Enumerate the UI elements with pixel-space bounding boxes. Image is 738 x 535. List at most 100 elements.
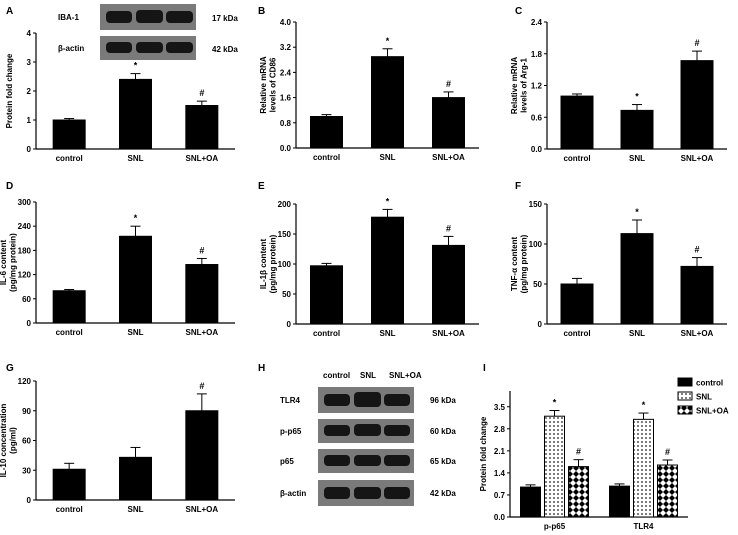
- blot-a-label-iba1: IBA-1: [58, 13, 79, 22]
- y-tick-label: 60: [22, 295, 31, 304]
- y-tick-label: 0: [287, 320, 292, 329]
- y-tick-label: 0: [27, 145, 32, 154]
- y-tick-label: 100: [278, 260, 292, 269]
- x-tick-label: SNL+OA: [681, 154, 714, 163]
- bar: [119, 235, 152, 324]
- y-axis-label: Protein fold change: [479, 416, 488, 491]
- y-tick-label: 2.4: [531, 18, 543, 27]
- significance-mark: *: [134, 213, 138, 223]
- x-tick-label: SNL+OA: [432, 153, 465, 162]
- x-tick-label: control: [563, 329, 590, 338]
- blot-band: [384, 425, 410, 436]
- blot-band: [384, 394, 410, 406]
- y-tick-label: 120: [18, 377, 32, 386]
- y-tick-label: 0.0: [494, 513, 506, 522]
- y-axis-label: Protein fold change: [5, 53, 14, 128]
- x-tick-label: SNL+OA: [185, 154, 218, 163]
- x-tick-label: p-p65: [544, 522, 566, 531]
- bar: [620, 233, 654, 325]
- y-axis-label: IL-10 concentration(pg/ml): [0, 403, 17, 477]
- y-tick-label: 0.0: [531, 145, 543, 154]
- bar: [680, 265, 714, 325]
- y-axis-label: IL-6 content(pg/mg protein): [0, 233, 17, 292]
- x-tick-label: control: [56, 328, 83, 337]
- legend-label: SNL+OA: [696, 407, 729, 416]
- bar: [310, 265, 343, 325]
- y-axis-label: IL-1β content(pg/mg protein): [259, 234, 277, 293]
- bar: [52, 119, 86, 150]
- legend-swatch: [677, 391, 693, 401]
- significance-mark: #: [576, 447, 581, 457]
- panel-letter-g: G: [6, 363, 14, 374]
- blot-h-label-actin: β-actin: [280, 489, 306, 498]
- blot-h-kda-pp65: 60 kDa: [430, 427, 456, 436]
- x-tick-label: control: [313, 329, 340, 338]
- significance-mark: *: [386, 36, 390, 46]
- bar: [52, 290, 86, 324]
- blot-band: [106, 11, 132, 23]
- bar: [657, 464, 678, 518]
- blot-band: [354, 455, 381, 466]
- significance-mark: *: [553, 398, 557, 408]
- y-tick-label: 1.4: [494, 469, 506, 478]
- bar: [609, 485, 630, 518]
- y-tick-label: 180: [18, 246, 32, 255]
- bar: [185, 264, 219, 324]
- chart-panel-g: 0 30 60 90 120 IL-10 concentration(pg/ml) cont…: [0, 377, 235, 514]
- blot-h-lane-snl-oa: SNL+OA: [389, 371, 422, 380]
- y-tick-label: 4: [27, 29, 32, 38]
- panel-letters: A B C D E F G H I: [6, 6, 522, 374]
- bar: [560, 95, 594, 150]
- significance-mark: *: [642, 400, 646, 410]
- significance-mark: #: [199, 245, 204, 255]
- x-tick-label: SNL+OA: [185, 505, 218, 514]
- legend-label: SNL: [696, 393, 712, 402]
- y-axis-label: TNF-α content(pg/mg protein): [510, 234, 528, 293]
- bar: [560, 283, 594, 325]
- y-tick-label: 1.6: [280, 94, 292, 103]
- x-tick-label: SNL: [629, 329, 645, 338]
- chart-panel-f: 0 50 100 150 TNF-α content(pg/mg protein) con…: [510, 200, 727, 338]
- x-tick-label: SNL+OA: [185, 328, 218, 337]
- significance-mark: #: [694, 245, 699, 255]
- y-tick-label: 50: [533, 280, 542, 289]
- y-tick-label: 200: [278, 200, 292, 209]
- bar: [568, 466, 589, 518]
- x-tick-label: SNL: [128, 328, 144, 337]
- bar: [371, 56, 404, 149]
- bar: [520, 486, 541, 518]
- y-tick-label: 90: [22, 407, 31, 416]
- blot-band: [384, 487, 410, 499]
- y-tick-label: 50: [282, 290, 291, 299]
- blot-h-kda-p65: 65 kDa: [430, 457, 456, 466]
- significance-mark: #: [694, 38, 699, 48]
- chart-panel-a: 0 1 2 3 4 Protein fold change control * SNL # SNL+…: [5, 29, 235, 163]
- charts-layer: 0 1 2 3 4 Protein fold change control * SNL # SNL+…: [0, 18, 729, 531]
- significance-mark: *: [635, 207, 639, 217]
- blot-h-label-tlr4: TLR4: [280, 396, 301, 405]
- y-tick-label: 1.8: [531, 50, 543, 59]
- y-axis-label: Relative mRNAlevels of CD86: [259, 56, 277, 114]
- blot-band: [354, 424, 381, 436]
- blot-h: control SNL SNL+OA TLR4 p-p65 p65 β-acti…: [280, 371, 456, 506]
- y-tick-label: 150: [278, 230, 292, 239]
- y-tick-label: 0: [27, 319, 32, 328]
- blot-band: [136, 10, 163, 23]
- blot-band: [354, 392, 381, 407]
- y-tick-label: 3: [27, 58, 32, 67]
- panel-letter-a: A: [6, 6, 13, 17]
- x-tick-label: SNL+OA: [432, 329, 465, 338]
- y-tick-label: 300: [18, 198, 32, 207]
- blot-a-kda-actin: 42 kDa: [212, 45, 238, 54]
- y-tick-label: 0.0: [280, 144, 292, 153]
- significance-mark: *: [134, 61, 138, 71]
- significance-mark: *: [635, 92, 639, 102]
- blot-h-lane-snl: SNL: [360, 371, 376, 380]
- blot-band: [324, 394, 350, 406]
- y-tick-label: 0.8: [280, 119, 292, 128]
- blot-h-label-p65: p65: [280, 457, 294, 466]
- x-tick-label: SNL: [380, 329, 396, 338]
- blot-band: [324, 425, 350, 436]
- x-tick-label: control: [563, 154, 590, 163]
